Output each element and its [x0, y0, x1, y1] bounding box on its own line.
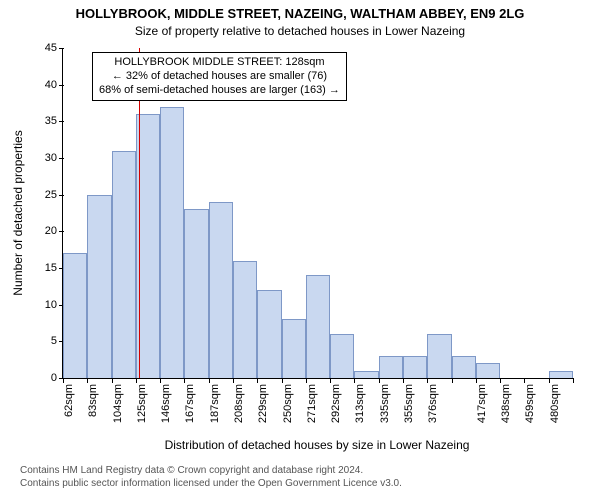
- x-tick-label: 250sqm: [282, 384, 294, 423]
- x-tick-label: 313sqm: [354, 384, 366, 423]
- x-tick-mark: [452, 378, 453, 383]
- y-axis-label: Number of detached properties: [11, 130, 25, 295]
- x-tick-mark: [63, 378, 64, 383]
- histogram-bar: [427, 334, 451, 378]
- x-tick-label: 292sqm: [330, 384, 342, 423]
- histogram-bar: [330, 334, 354, 378]
- x-tick-mark: [330, 378, 331, 383]
- x-tick-label: 146sqm: [160, 384, 172, 423]
- chart-title-line1: HOLLYBROOK, MIDDLE STREET, NAZEING, WALT…: [0, 6, 600, 21]
- x-tick-label: 438sqm: [500, 384, 512, 423]
- histogram-bar: [379, 356, 403, 378]
- x-tick-mark: [233, 378, 234, 383]
- x-tick-label: 187sqm: [209, 384, 221, 423]
- chart-title-line2: Size of property relative to detached ho…: [0, 24, 600, 38]
- x-tick-mark: [427, 378, 428, 383]
- histogram-bar: [160, 107, 184, 378]
- x-tick-mark: [549, 378, 550, 383]
- x-tick-label: 417sqm: [476, 384, 488, 423]
- x-tick-mark: [257, 378, 258, 383]
- histogram-bar: [209, 202, 233, 378]
- y-tick-label: 30: [45, 152, 63, 164]
- histogram-bar: [452, 356, 476, 378]
- histogram-bar: [476, 363, 500, 378]
- annotation-line1: HOLLYBROOK MIDDLE STREET: 128sqm: [99, 56, 340, 70]
- x-tick-label: 125sqm: [136, 384, 148, 423]
- histogram-bar: [354, 371, 378, 378]
- histogram-bar: [87, 195, 111, 378]
- annotation-line2: ← 32% of detached houses are smaller (76…: [99, 70, 340, 84]
- histogram-bar: [257, 290, 281, 378]
- histogram-bar: [403, 356, 427, 378]
- x-tick-label: 104sqm: [112, 384, 124, 423]
- x-tick-label: 376sqm: [427, 384, 439, 423]
- footer-line2: Contains public sector information licen…: [20, 477, 402, 490]
- x-tick-mark: [306, 378, 307, 383]
- x-tick-label: 459sqm: [524, 384, 536, 423]
- annotation-line3: 68% of semi-detached houses are larger (…: [99, 84, 340, 98]
- y-tick-label: 20: [45, 225, 63, 237]
- histogram-bar: [63, 253, 87, 378]
- y-tick-label: 45: [45, 42, 63, 54]
- x-tick-label: 167sqm: [184, 384, 196, 423]
- x-tick-mark: [160, 378, 161, 383]
- x-tick-mark: [184, 378, 185, 383]
- x-tick-mark: [524, 378, 525, 383]
- x-tick-label: 335sqm: [379, 384, 391, 423]
- x-tick-mark: [282, 378, 283, 383]
- y-tick-label: 35: [45, 115, 63, 127]
- x-axis-label: Distribution of detached houses by size …: [62, 438, 572, 452]
- histogram-bar: [549, 371, 573, 378]
- x-tick-mark: [379, 378, 380, 383]
- y-tick-label: 15: [45, 262, 63, 274]
- x-tick-mark: [573, 378, 574, 383]
- x-tick-label: 355sqm: [403, 384, 415, 423]
- y-tick-label: 5: [51, 335, 63, 347]
- x-tick-label: 229sqm: [257, 384, 269, 423]
- x-tick-mark: [87, 378, 88, 383]
- y-tick-label: 40: [45, 79, 63, 91]
- x-tick-mark: [209, 378, 210, 383]
- annotation-box: HOLLYBROOK MIDDLE STREET: 128sqm← 32% of…: [92, 52, 347, 101]
- histogram-bar: [306, 275, 330, 378]
- x-tick-mark: [136, 378, 137, 383]
- histogram-bar: [184, 209, 208, 378]
- footer-line1: Contains HM Land Registry data © Crown c…: [20, 464, 402, 477]
- y-tick-label: 0: [51, 372, 63, 384]
- x-tick-label: 62sqm: [63, 384, 75, 417]
- histogram-bar: [112, 151, 136, 378]
- x-tick-mark: [403, 378, 404, 383]
- x-tick-mark: [112, 378, 113, 383]
- x-tick-label: 208sqm: [233, 384, 245, 423]
- y-tick-label: 25: [45, 189, 63, 201]
- footer-attribution: Contains HM Land Registry data © Crown c…: [20, 464, 402, 490]
- y-tick-label: 10: [45, 299, 63, 311]
- x-tick-label: 83sqm: [87, 384, 99, 417]
- x-tick-mark: [354, 378, 355, 383]
- x-tick-mark: [500, 378, 501, 383]
- x-tick-mark: [476, 378, 477, 383]
- histogram-bar: [282, 319, 306, 378]
- histogram-bar: [233, 261, 257, 378]
- x-tick-label: 271sqm: [306, 384, 318, 423]
- x-tick-label: 480sqm: [549, 384, 561, 423]
